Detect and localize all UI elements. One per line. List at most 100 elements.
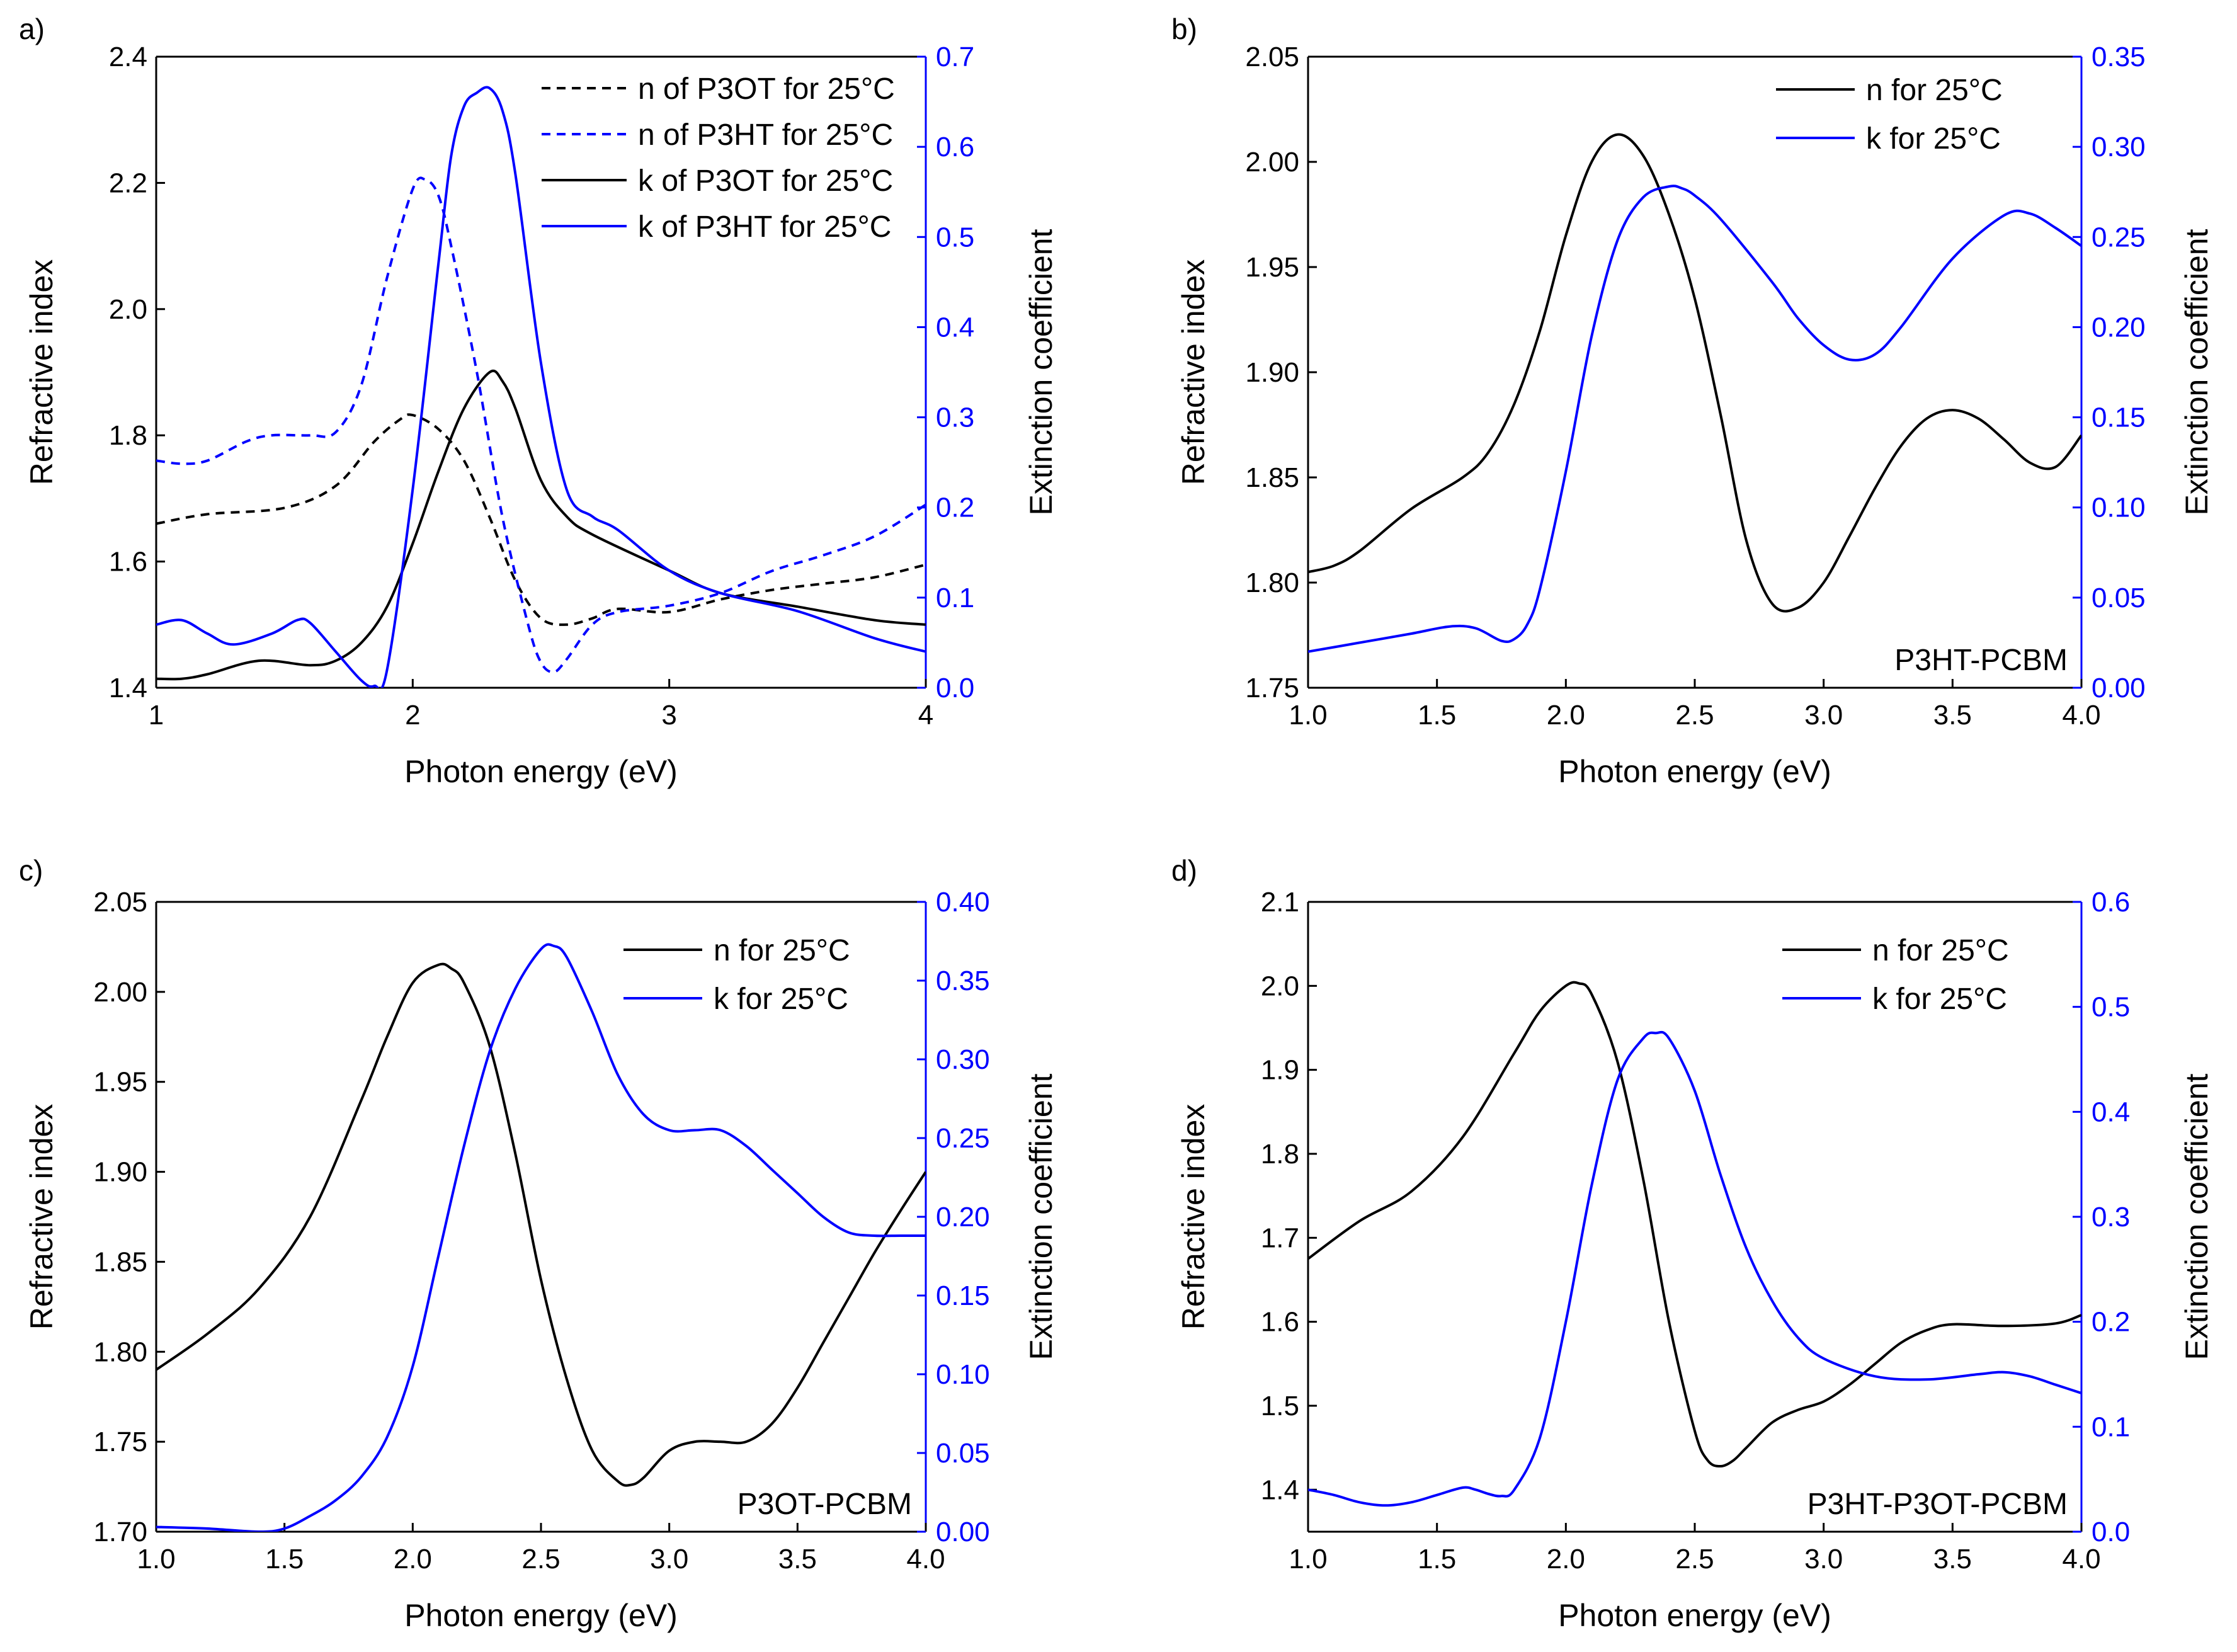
y2-axis-label: Extinction coefficient	[2179, 229, 2214, 515]
x-tick-label: 3.5	[1933, 700, 1972, 731]
y2-tick-label: 0.1	[936, 583, 974, 613]
y2-tick-label: 0.5	[2092, 992, 2130, 1023]
y-tick-label: 1.6	[109, 547, 147, 578]
y2-tick-label: 0.10	[936, 1359, 990, 1390]
y2-tick-label: 0.25	[936, 1123, 990, 1154]
y-tick-label: 1.4	[109, 673, 147, 704]
y-tick-label: 2.05	[93, 887, 147, 918]
y-tick-label: 1.4	[1261, 1474, 1299, 1505]
y-tick-label: 1.75	[93, 1427, 147, 1457]
y-axis-label: Refractive index	[24, 1104, 59, 1330]
x-tick-label: 1.5	[265, 1544, 304, 1575]
y-tick-label: 1.90	[1245, 357, 1299, 388]
y2-tick-label: 0.05	[2092, 583, 2146, 613]
x-tick-label: 2.5	[1675, 700, 1714, 731]
y2-axis-label: Extinction coefficient	[1023, 229, 1059, 515]
series-line	[1308, 133, 2081, 613]
y2-tick-label: 0.4	[2092, 1097, 2130, 1127]
x-tick-label: 3.5	[778, 1544, 817, 1575]
y-tick-label: 1.75	[1245, 673, 1299, 704]
x-axis-label: Photon energy (eV)	[404, 1598, 678, 1633]
legend-label: k of P3HT for 25°C	[638, 210, 891, 244]
x-tick-label: 1	[149, 700, 164, 731]
x-tick-label: 4.0	[2062, 700, 2100, 731]
y-tick-label: 1.7	[1261, 1222, 1299, 1253]
legend-label: k of P3OT for 25°C	[638, 164, 893, 198]
chart-panel-3: c) 1.0 1.5 2.0 2.5 3.0 3.5 4.0 1.70 1.75 1.80 1.85 1…	[19, 854, 1059, 1633]
y2-tick-label: 0.30	[936, 1044, 990, 1075]
y2-tick-label: 0.35	[936, 966, 990, 996]
series-line	[156, 86, 926, 688]
x-tick-label: 3	[661, 700, 676, 731]
y2-tick-label: 0.7	[936, 42, 974, 72]
y-tick-label: 2.00	[1245, 147, 1299, 178]
legend-label: n of P3HT for 25°C	[638, 118, 893, 152]
y-tick-label: 1.95	[1245, 252, 1299, 283]
x-axis-label: Photon energy (eV)	[1558, 1598, 1831, 1633]
y-tick-label: 1.85	[93, 1246, 147, 1277]
y2-tick-label: 0.25	[2092, 222, 2146, 253]
y2-tick-label: 0.05	[936, 1438, 990, 1469]
y2-tick-label: 0.15	[936, 1280, 990, 1311]
y2-tick-label: 0.4	[936, 312, 974, 343]
y-tick-label: 2.0	[1261, 971, 1299, 1001]
y2-tick-label: 0.30	[2092, 132, 2146, 162]
series-line	[1308, 185, 2081, 653]
panel-label: b)	[1171, 13, 1197, 45]
x-axis-label: Photon energy (eV)	[404, 754, 678, 789]
y-tick-label: 1.70	[93, 1517, 147, 1547]
y-axis-label: Refractive index	[24, 259, 59, 486]
x-tick-label: 1.0	[1289, 1544, 1327, 1575]
legend-label: n for 25°C	[714, 934, 850, 967]
y2-tick-label: 0.35	[2092, 42, 2146, 72]
x-tick-label: 3.0	[1804, 700, 1843, 731]
legend-label: k for 25°C	[1866, 122, 2001, 156]
y2-tick-label: 0.00	[936, 1517, 990, 1547]
y2-tick-label: 0.2	[936, 493, 974, 523]
y-tick-label: 1.90	[93, 1157, 147, 1188]
series-line	[156, 176, 926, 674]
y2-tick-label: 0.2	[2092, 1307, 2130, 1338]
y-tick-label: 1.8	[109, 420, 147, 451]
legend-label: n for 25°C	[1872, 934, 2009, 967]
y2-tick-label: 0.0	[936, 673, 974, 704]
y-tick-label: 2.2	[109, 168, 147, 198]
y2-tick-label: 0.0	[2092, 1517, 2130, 1547]
y2-tick-label: 0.6	[936, 132, 974, 162]
y2-tick-label: 0.20	[2092, 312, 2146, 343]
y-tick-label: 1.85	[1245, 462, 1299, 493]
y-tick-label: 2.1	[1261, 887, 1299, 918]
y2-tick-label: 0.10	[2092, 493, 2146, 523]
x-tick-label: 1.5	[1418, 700, 1456, 731]
series-line	[156, 962, 926, 1487]
chart-panel-1: a) 1 2 3 4 1.4 1.6 1.8 2.0 2.2 2.4 0.0 0.1 0.2 0.3 0.4 0…	[19, 13, 1059, 789]
y2-tick-label: 0.6	[2092, 887, 2130, 918]
y-tick-label: 1.80	[93, 1336, 147, 1367]
y-tick-label: 1.6	[1261, 1307, 1299, 1338]
sample-label: P3HT-P3OT-PCBM	[1807, 1488, 2068, 1521]
series-line	[156, 413, 926, 626]
y2-tick-label: 0.5	[936, 222, 974, 253]
x-tick-label: 2	[405, 700, 420, 731]
y2-tick-label: 0.40	[936, 887, 990, 918]
y-tick-label: 1.80	[1245, 567, 1299, 598]
series-line	[156, 943, 926, 1532]
y2-tick-label: 0.00	[2092, 673, 2146, 704]
y-tick-label: 1.9	[1261, 1055, 1299, 1086]
series-line	[1308, 981, 2081, 1467]
legend-label: k for 25°C	[714, 983, 848, 1016]
y-tick-label: 2.00	[93, 977, 147, 1008]
y2-axis-label: Extinction coefficient	[2179, 1073, 2214, 1360]
sample-label: P3OT-PCBM	[737, 1488, 912, 1521]
y2-tick-label: 0.15	[2092, 402, 2146, 433]
x-tick-label: 3.0	[650, 1544, 688, 1575]
x-tick-label: 4	[918, 700, 933, 731]
y-tick-label: 2.0	[109, 294, 147, 325]
x-tick-label: 3.5	[1933, 1544, 1972, 1575]
y2-tick-label: 0.1	[2092, 1411, 2130, 1442]
legend-label: k for 25°C	[1872, 983, 2007, 1016]
y2-tick-label: 0.3	[936, 402, 974, 433]
y-tick-label: 1.95	[93, 1067, 147, 1098]
x-axis-label: Photon energy (eV)	[1558, 754, 1831, 789]
